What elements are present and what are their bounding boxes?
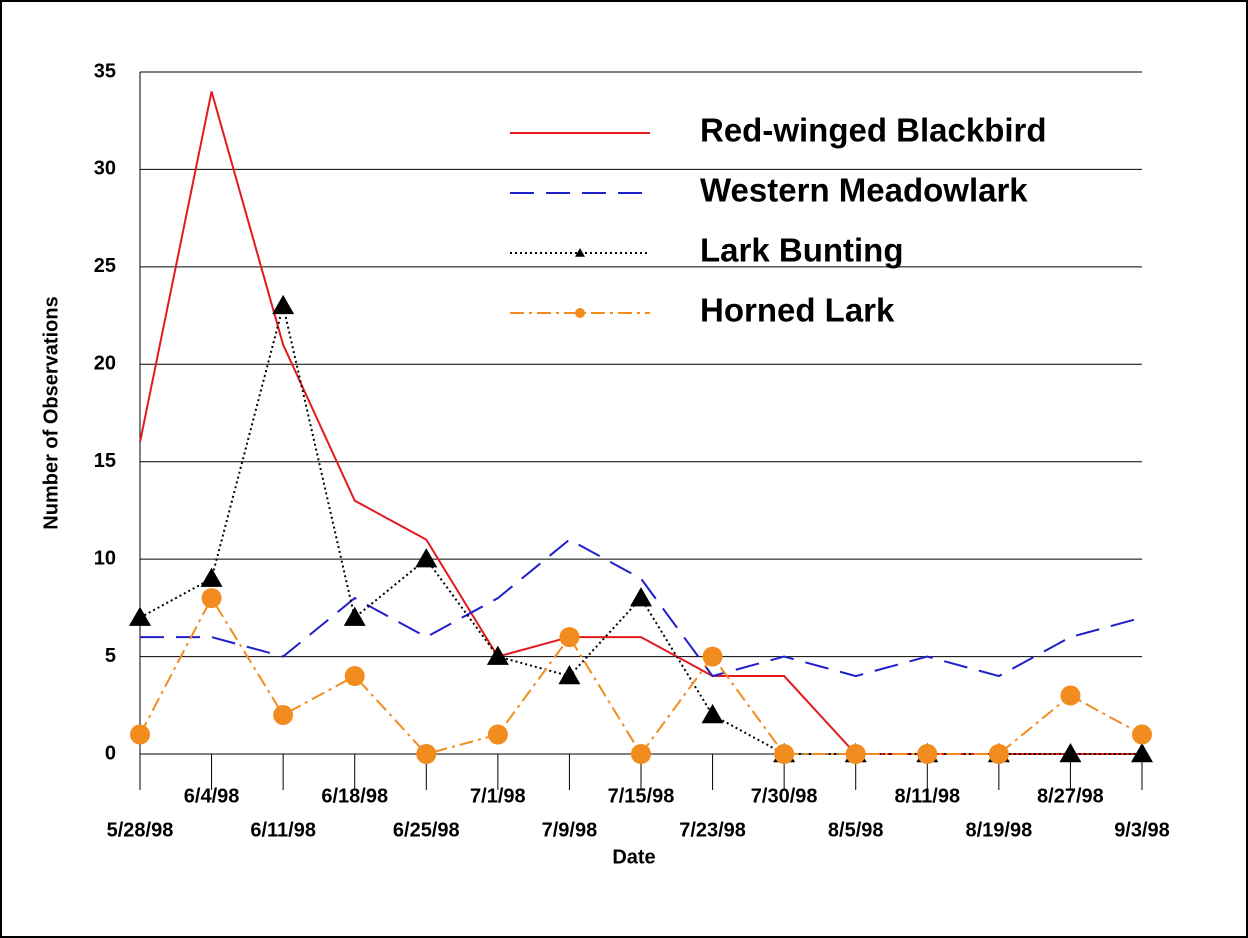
y-tick-label: 35 bbox=[94, 60, 116, 82]
x-tick-label: 7/30/98 bbox=[751, 785, 818, 807]
marker bbox=[702, 646, 723, 667]
marker bbox=[559, 627, 580, 648]
legend-label: Red-winged Blackbird bbox=[700, 112, 1047, 149]
marker bbox=[774, 744, 795, 764]
y-tick-label: 30 bbox=[94, 158, 116, 180]
x-tick-label: 9/3/98 bbox=[1114, 819, 1170, 841]
marker bbox=[416, 744, 437, 764]
x-tick-label: 7/9/98 bbox=[542, 819, 598, 841]
marker bbox=[344, 666, 365, 687]
y-axis-label: Number of Observations bbox=[40, 296, 62, 529]
x-tick-label: 7/15/98 bbox=[608, 785, 675, 807]
y-tick-label: 20 bbox=[94, 353, 116, 375]
marker bbox=[631, 744, 651, 764]
x-tick-label: 6/25/98 bbox=[393, 819, 460, 841]
x-tick-label: 6/11/98 bbox=[250, 819, 316, 841]
x-tick-label: 8/19/98 bbox=[965, 819, 1032, 841]
x-tick-label: 8/27/98 bbox=[1037, 785, 1104, 807]
x-axis-label: Date bbox=[612, 846, 655, 868]
marker bbox=[845, 744, 866, 764]
marker bbox=[1060, 685, 1081, 706]
marker bbox=[272, 294, 295, 315]
marker bbox=[917, 744, 938, 764]
x-tick-label: 8/11/98 bbox=[894, 785, 960, 807]
y-tick-label: 25 bbox=[94, 255, 116, 277]
y-tick-label: 15 bbox=[94, 450, 116, 472]
x-tick-label: 5/28/98 bbox=[107, 819, 174, 841]
marker bbox=[343, 606, 366, 626]
x-tick-label: 7/23/98 bbox=[679, 819, 746, 841]
marker bbox=[129, 606, 151, 626]
marker bbox=[201, 588, 222, 609]
legend-label: Horned Lark bbox=[700, 292, 895, 329]
marker bbox=[1132, 724, 1152, 745]
marker bbox=[558, 665, 581, 685]
x-tick-label: 7/1/98 bbox=[470, 785, 526, 807]
marker bbox=[701, 704, 724, 724]
marker bbox=[1131, 743, 1153, 763]
marker bbox=[273, 705, 294, 726]
y-tick-label: 0 bbox=[105, 742, 116, 764]
marker bbox=[415, 548, 438, 568]
marker bbox=[575, 308, 585, 318]
marker bbox=[575, 248, 585, 257]
marker bbox=[130, 724, 150, 745]
x-tick-label: 8/5/98 bbox=[828, 819, 884, 841]
y-tick-label: 5 bbox=[105, 645, 116, 667]
marker bbox=[988, 744, 1009, 764]
legend-label: Western Meadowlark bbox=[700, 172, 1028, 209]
marker bbox=[487, 724, 508, 745]
marker bbox=[630, 587, 652, 607]
marker bbox=[200, 567, 223, 587]
y-tick-label: 10 bbox=[94, 547, 116, 569]
legend-label: Lark Bunting bbox=[700, 232, 904, 269]
marker bbox=[486, 645, 509, 665]
marker bbox=[1059, 743, 1082, 763]
x-tick-label: 6/18/98 bbox=[321, 785, 388, 807]
x-tick-label: 6/4/98 bbox=[184, 785, 240, 807]
